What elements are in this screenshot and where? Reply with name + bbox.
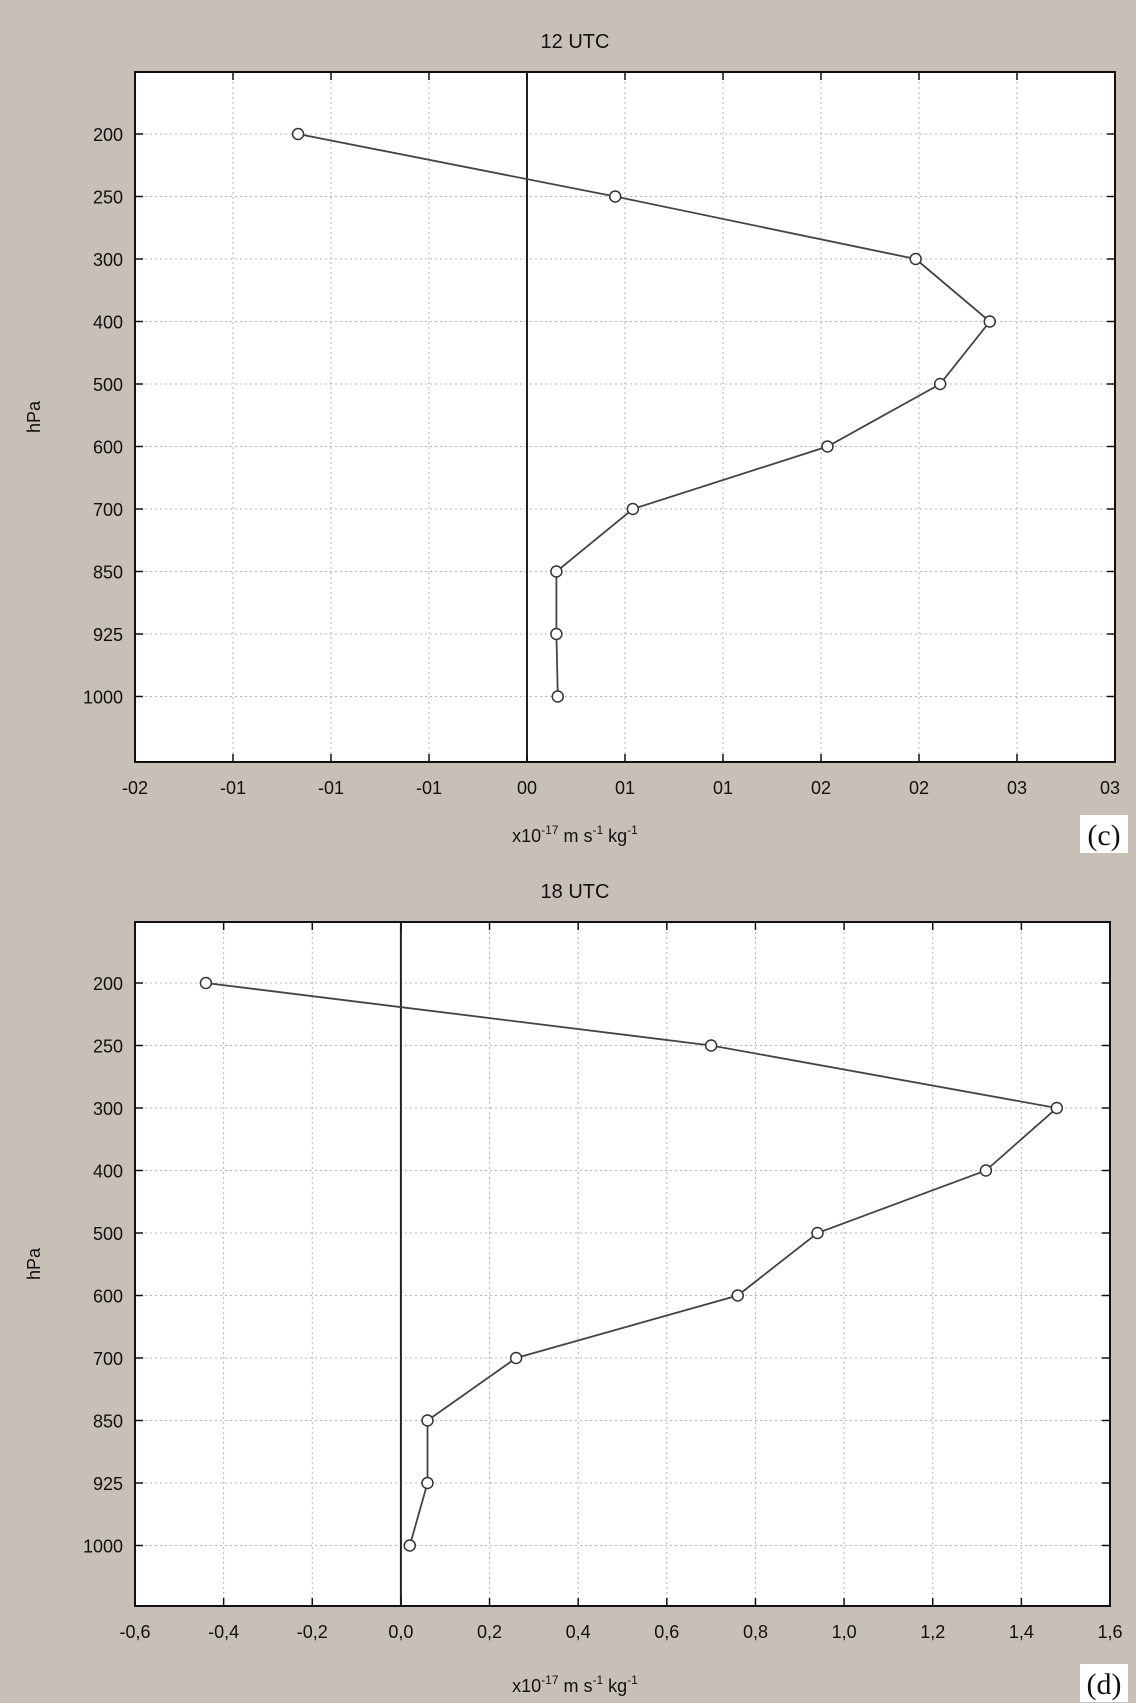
x-tick-label: 1,6: [1097, 1622, 1122, 1642]
data-point: [291, 127, 305, 141]
panel-label-box: [1080, 1664, 1128, 1702]
x-tick-label: 0,2: [477, 1622, 502, 1642]
y-tick-label: 300: [93, 250, 123, 270]
x-tick-label: 01: [713, 778, 733, 798]
data-point: [608, 190, 622, 203]
y-tick-label: 200: [93, 125, 123, 145]
panel-12utc: 12 UTC hPa x10-17 m s-1 kg-1 (c) 200 250 3…: [24, 31, 1128, 853]
y-tick-label: 700: [93, 500, 123, 520]
data-point: [933, 377, 947, 391]
series-line: [297, 133, 992, 697]
panel-18utc: 18 UTC hPa x10-17 m s-1 kg-1 (d) 200 250 3…: [24, 881, 1128, 1702]
data-point: [731, 1289, 744, 1302]
y-tick-label: 1000: [83, 688, 123, 708]
panel-label: (d): [1087, 1668, 1122, 1701]
data-point: [550, 627, 563, 641]
y-tick-label: 250: [93, 188, 123, 208]
x-tick-label: 03: [1100, 778, 1120, 798]
chart-title: 12 UTC: [541, 31, 610, 53]
x-tick-label: 02: [811, 778, 831, 798]
y-tick-label: 925: [93, 1474, 123, 1494]
data-point: [550, 565, 563, 578]
data-point: [704, 1039, 718, 1052]
x-tick-label: 0,0: [388, 1622, 413, 1642]
data-point: [421, 1476, 434, 1490]
panel-label: (c): [1087, 819, 1120, 852]
data-point: [983, 315, 997, 328]
y-tick-label: 500: [93, 375, 123, 395]
data-point: [909, 252, 922, 266]
y-tick-label: 700: [93, 1349, 123, 1369]
y-tick-label: 300: [93, 1099, 123, 1119]
x-tick-label: 1,0: [832, 1622, 857, 1642]
x-tick-label: -01: [318, 778, 344, 798]
x-tick-label: 03: [1007, 778, 1027, 798]
x-tick-label: 0,6: [654, 1622, 679, 1642]
plot-area: [134, 921, 1111, 1607]
y-tick-label: 250: [93, 1037, 123, 1057]
y-tick-label: 850: [93, 1412, 123, 1432]
x-tick-label: -02: [122, 778, 148, 798]
y-tick-label: 850: [93, 563, 123, 583]
y-tick-label: 500: [93, 1224, 123, 1244]
y-tick-label: 400: [93, 1162, 123, 1182]
data-point: [199, 976, 213, 990]
x-axis-label: x10-17 m s-1 kg-1: [512, 823, 638, 846]
x-tick-label: 02: [909, 778, 929, 798]
y-tick-label: 200: [93, 974, 123, 994]
y-tick-label: 400: [93, 313, 123, 333]
panel-label-box: [1080, 815, 1128, 853]
x-tick-label: -01: [416, 778, 442, 798]
data-point: [626, 502, 640, 516]
data-point: [551, 690, 565, 703]
data-point: [1050, 1101, 1064, 1115]
data-point: [811, 1226, 824, 1240]
x-tick-label: 1,2: [920, 1622, 945, 1642]
y-tick-label: 600: [93, 1287, 123, 1307]
y-axis-label: hPa: [24, 400, 44, 433]
data-point: [979, 1164, 993, 1177]
data-point: [509, 1351, 523, 1365]
x-tick-label: 1,4: [1009, 1622, 1034, 1642]
data-point: [403, 1539, 417, 1552]
chart-title: 18 UTC: [541, 881, 610, 903]
series-line: [205, 982, 1059, 1546]
x-tick-label: 0,4: [566, 1622, 591, 1642]
data-point: [821, 440, 834, 453]
x-tick-label: 00: [517, 778, 537, 798]
y-tick-label: 925: [93, 625, 123, 645]
x-tick-label: -0,4: [208, 1622, 239, 1642]
y-tick-label: 1000: [83, 1537, 123, 1557]
y-axis-label: hPa: [24, 1247, 44, 1280]
x-tick-label: -01: [220, 778, 246, 798]
x-axis-label: x10-17 m s-1 kg-1: [512, 1673, 638, 1696]
x-tick-label: 0,8: [743, 1622, 768, 1642]
data-point: [421, 1414, 434, 1427]
y-tick-label: 600: [93, 438, 123, 458]
x-tick-label: 01: [615, 778, 635, 798]
x-tick-label: -0,2: [297, 1622, 328, 1642]
x-tick-label: -0,6: [119, 1622, 150, 1642]
